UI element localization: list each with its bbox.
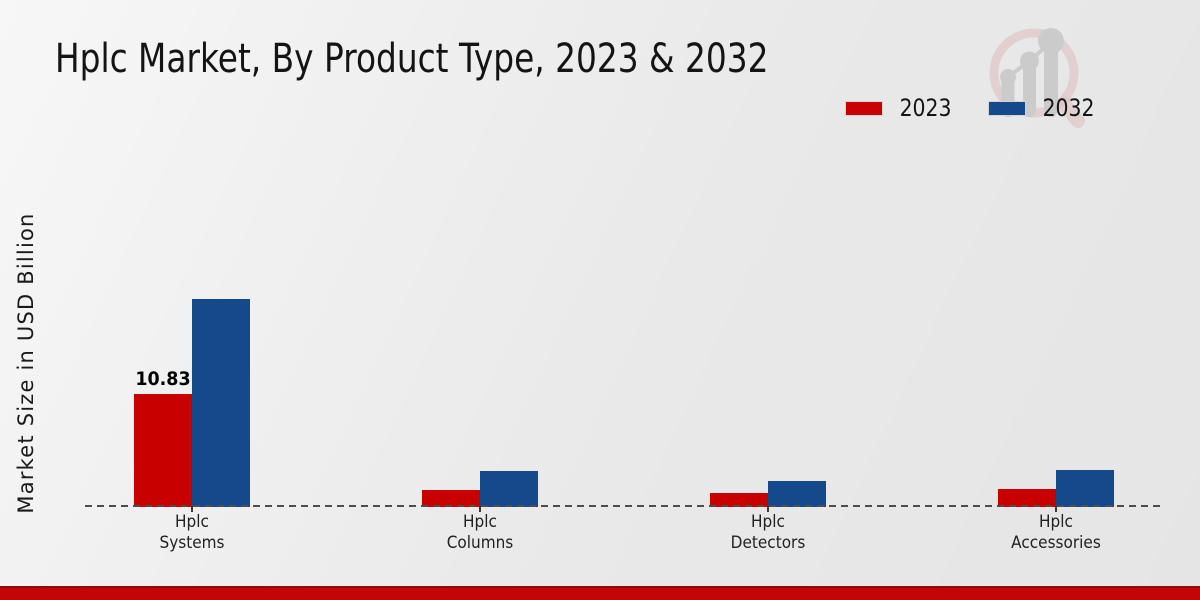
y-axis-label: Market Size in USD Billion	[14, 212, 38, 514]
bar-2032-hplc-detectors	[768, 481, 826, 507]
bar-2023-hplc-systems	[134, 394, 192, 507]
category-label-line: Hplc	[751, 512, 785, 532]
x-axis-dashed-line	[85, 505, 1163, 507]
legend-item-2032: 2032	[988, 94, 1099, 122]
category-label-hplc-accessories: Hplc Accessories	[966, 512, 1146, 554]
category-label-line: Columns	[446, 533, 514, 553]
growth-bar-3-icon	[1044, 42, 1058, 117]
category-label-hplc-detectors: Hplc Detectors	[678, 512, 858, 554]
magnifier-handle-icon	[1057, 97, 1085, 128]
x-axis-tick	[1055, 507, 1057, 512]
category-label-hplc-columns: Hplc Columns	[390, 512, 570, 554]
bar-2023-hplc-detectors	[710, 492, 768, 507]
chart-title: Hplc Market, By Product Type, 2023 & 203…	[55, 36, 769, 82]
footer-accent-bar	[0, 586, 1200, 600]
category-label-line: Accessories	[1011, 533, 1101, 553]
legend-swatch-2032	[988, 100, 1027, 116]
legend-label-2023: 2023	[899, 94, 952, 122]
bar-2032-hplc-columns	[480, 471, 538, 507]
x-axis-tick	[479, 507, 481, 512]
bar-2032-hplc-accessories	[1056, 469, 1114, 507]
bar-2032-hplc-systems	[192, 299, 250, 507]
bar-2023-hplc-accessories	[998, 489, 1056, 507]
x-axis-tick	[191, 507, 193, 512]
category-label-line: Systems	[159, 533, 225, 553]
legend-label-2032: 2032	[1042, 94, 1095, 122]
legend: 2023 2032	[845, 94, 1099, 122]
category-label-line: Hplc	[463, 512, 497, 532]
category-label-line: Hplc	[1039, 512, 1073, 532]
category-label-hplc-systems: Hplc Systems	[102, 512, 282, 554]
growth-bar-2-icon	[1023, 59, 1036, 117]
growth-dot-2-icon	[1020, 51, 1039, 71]
growth-dot-3-icon	[1038, 28, 1064, 54]
category-label-line: Detectors	[730, 533, 806, 553]
legend-swatch-2023	[845, 100, 883, 116]
legend-item-2023: 2023	[845, 94, 956, 122]
category-label-line: Hplc	[175, 512, 209, 532]
bar-2023-hplc-columns	[422, 489, 480, 507]
x-axis-tick	[767, 507, 769, 512]
growth-dot-1-icon	[1000, 69, 1016, 85]
bar-value-label: 10.83	[135, 368, 191, 391]
